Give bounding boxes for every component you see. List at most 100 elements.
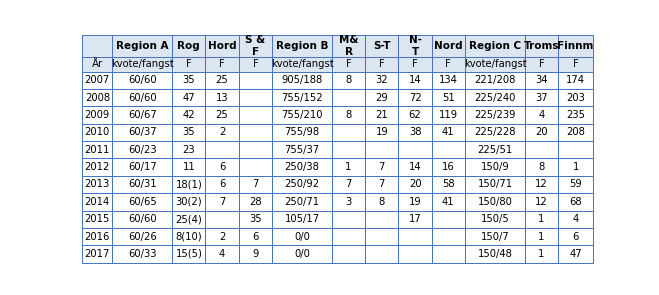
Bar (558, 35, 593, 57)
Bar (465, 106, 525, 124)
Bar (239, 193, 272, 211)
Text: 25: 25 (215, 110, 229, 120)
Bar (525, 106, 558, 124)
Text: 42: 42 (183, 110, 195, 120)
Bar (558, 106, 593, 124)
Bar (239, 106, 272, 124)
Text: 8: 8 (345, 110, 352, 120)
Text: 2015: 2015 (84, 214, 110, 224)
Bar (206, 57, 239, 72)
Bar (112, 176, 172, 193)
Bar (172, 35, 206, 57)
Text: S-T: S-T (373, 41, 391, 51)
Bar (399, 211, 432, 228)
Text: 68: 68 (569, 197, 582, 207)
Bar (399, 35, 432, 57)
Bar (272, 193, 332, 211)
Bar (525, 176, 558, 193)
Text: 2011: 2011 (84, 145, 110, 155)
Bar (432, 124, 465, 141)
Text: 8: 8 (379, 197, 385, 207)
Text: S &
F: S & F (245, 35, 266, 57)
Bar (112, 72, 172, 89)
Text: 60/17: 60/17 (128, 162, 157, 172)
Bar (172, 72, 206, 89)
Text: 755/152: 755/152 (281, 93, 323, 103)
Bar (365, 245, 399, 263)
Bar (465, 158, 525, 176)
Bar (82, 245, 112, 263)
Bar (239, 57, 272, 72)
Bar (82, 176, 112, 193)
Bar (465, 141, 525, 158)
Text: 9: 9 (252, 249, 258, 259)
Bar (525, 141, 558, 158)
Bar (332, 89, 365, 106)
Bar (399, 72, 432, 89)
Bar (272, 158, 332, 176)
Text: 203: 203 (566, 93, 585, 103)
Bar (239, 245, 272, 263)
Text: 2: 2 (219, 232, 225, 242)
Bar (112, 57, 172, 72)
Bar (465, 124, 525, 141)
Bar (206, 35, 239, 57)
Bar (365, 72, 399, 89)
Bar (465, 89, 525, 106)
Text: 208: 208 (566, 127, 585, 137)
Text: 60/31: 60/31 (128, 179, 157, 189)
Bar (332, 176, 365, 193)
Text: 15(5): 15(5) (175, 249, 202, 259)
Bar (432, 72, 465, 89)
Text: 150/48: 150/48 (478, 249, 513, 259)
Bar (172, 211, 206, 228)
Bar (172, 89, 206, 106)
Bar (332, 106, 365, 124)
Text: 174: 174 (566, 76, 585, 86)
Bar (332, 141, 365, 158)
Text: 6: 6 (573, 232, 579, 242)
Bar (272, 124, 332, 141)
Text: 41: 41 (442, 127, 455, 137)
Text: 60/60: 60/60 (128, 214, 157, 224)
Bar (332, 193, 365, 211)
Bar (239, 228, 272, 245)
Text: 1: 1 (538, 214, 545, 224)
Text: 4: 4 (573, 214, 579, 224)
Bar (365, 124, 399, 141)
Bar (112, 35, 172, 57)
Bar (112, 158, 172, 176)
Bar (465, 211, 525, 228)
Text: 1: 1 (538, 249, 545, 259)
Text: 14: 14 (409, 76, 421, 86)
Bar (112, 211, 172, 228)
Text: 250/92: 250/92 (285, 179, 320, 189)
Text: 11: 11 (183, 162, 195, 172)
Text: 7: 7 (345, 179, 352, 189)
Text: 8: 8 (345, 76, 352, 86)
Text: 60/37: 60/37 (128, 127, 157, 137)
Bar (272, 228, 332, 245)
Bar (239, 124, 272, 141)
Text: 20: 20 (535, 127, 548, 137)
Bar (432, 141, 465, 158)
Bar (399, 228, 432, 245)
Bar (272, 72, 332, 89)
Bar (432, 228, 465, 245)
Bar (558, 193, 593, 211)
Bar (82, 89, 112, 106)
Bar (525, 72, 558, 89)
Text: 221/208: 221/208 (474, 76, 515, 86)
Text: 12: 12 (535, 179, 548, 189)
Bar (465, 72, 525, 89)
Bar (525, 158, 558, 176)
Bar (525, 245, 558, 263)
Text: 7: 7 (252, 179, 258, 189)
Bar (399, 106, 432, 124)
Text: M&
R: M& R (339, 35, 358, 57)
Bar (172, 124, 206, 141)
Text: Region A: Region A (116, 41, 169, 51)
Bar (82, 228, 112, 245)
Bar (82, 124, 112, 141)
Text: 2: 2 (219, 127, 225, 137)
